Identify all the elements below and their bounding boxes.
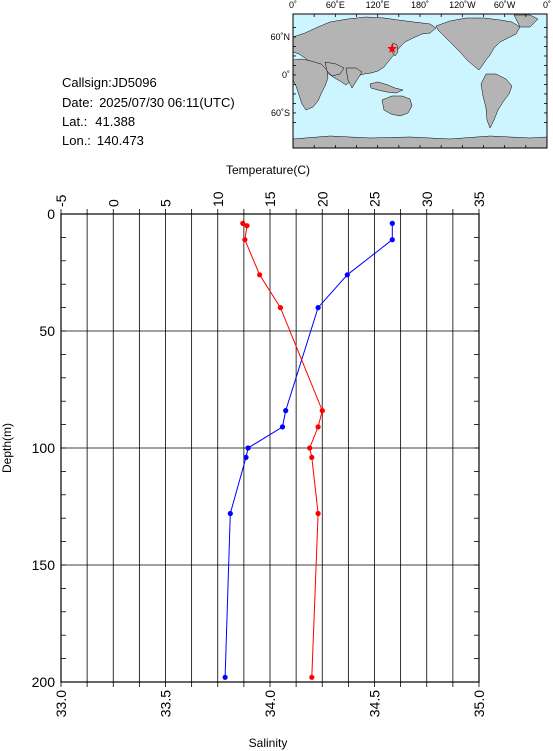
- salinity-tick-label: 34.0: [262, 690, 278, 717]
- depth-tick-label: 0: [47, 206, 55, 222]
- world-map-inset: 0˚ 60˚E 120˚E 180˚ 120˚W 60˚W 0˚ 60˚N 0˚ 60˚S: [270, 0, 551, 149]
- temperature-tick-label: 20: [314, 191, 330, 207]
- salinity-point: [319, 408, 325, 414]
- depth-tick-label: 150: [32, 557, 56, 573]
- salinity-tick-label: 33.5: [158, 690, 174, 717]
- temperature-tick-label: 25: [367, 191, 383, 207]
- salinity-tick-label: 33.0: [53, 690, 69, 717]
- temperature-point: [279, 424, 286, 430]
- salinity-tick-label: 34.5: [367, 690, 383, 717]
- salinity-point: [257, 272, 263, 278]
- temperature-point: [283, 408, 289, 414]
- map-land: [292, 14, 548, 149]
- salinity-point: [240, 220, 246, 226]
- salinity-axis-label: Salinity: [249, 736, 288, 750]
- depth-axis-label: Depth(m): [0, 423, 14, 473]
- temperature-tick-label: 30: [419, 191, 435, 207]
- temperature-point: [389, 237, 395, 243]
- temperature-tick-label: 15: [262, 191, 278, 207]
- temperature-point: [389, 220, 395, 226]
- temperature-tick-label: -5: [53, 194, 69, 207]
- temperature-point: [315, 305, 321, 311]
- lat-line: Lat.: 41.388: [62, 114, 135, 129]
- temperature-point: [243, 454, 249, 460]
- plot-frame: [60, 213, 480, 683]
- map-longitude-label: 60˚W: [494, 0, 516, 10]
- callsign-line: Callsign:JD5096: [62, 75, 157, 90]
- land-south-america: [480, 73, 513, 129]
- land-indonesia: [369, 81, 404, 94]
- depth-tick-label: 50: [39, 323, 55, 339]
- horizontal-gridlines: [61, 330, 479, 566]
- salinity-point: [309, 674, 315, 680]
- map-longitude-label: 0˚: [543, 0, 551, 10]
- temperature-tick-labels: -5 0 5 10 15 20 25 30 35: [53, 191, 487, 207]
- temperature-axis-label: Temperature(C): [226, 163, 310, 177]
- temperature-point: [222, 674, 228, 680]
- salinity-tick-labels: 33.0 33.5 34.0 34.5 35.0: [53, 690, 487, 717]
- salinity-tick-label: 35.0: [471, 690, 487, 717]
- depth-tick-label: 100: [32, 440, 56, 456]
- land-australia: [381, 95, 413, 117]
- land-india: [345, 67, 363, 89]
- temperature-tick-label: 5: [158, 199, 174, 207]
- depth-tick-labels: 0 50 100 150 200: [32, 206, 56, 690]
- map-longitude-label: 120˚W: [449, 0, 476, 10]
- map-latitude-label: 60˚N: [270, 32, 290, 42]
- map-frame-ticks: [292, 14, 548, 148]
- land-arabia: [324, 61, 345, 77]
- data-series: [222, 220, 395, 680]
- salinity-point: [315, 510, 321, 517]
- lon-line: Lon.: 140.473: [62, 133, 144, 148]
- map-longitude-label: 120˚E: [366, 0, 390, 10]
- salinity-point: [309, 454, 315, 460]
- temperature-point: [344, 272, 350, 278]
- salinity-point: [242, 237, 248, 243]
- map-latitude-labels: 60˚N 0˚ 60˚S: [270, 32, 290, 118]
- temperature-tick-label: 10: [210, 191, 226, 207]
- land-greenland: [513, 14, 539, 28]
- temperature-point: [227, 510, 233, 517]
- map-longitude-labels: 0˚ 60˚E 120˚E 180˚ 120˚W 60˚W 0˚: [289, 0, 551, 10]
- temperature-point: [245, 445, 251, 451]
- land-africa: [292, 58, 329, 111]
- map-longitude-label: 180˚: [411, 0, 429, 10]
- map-longitude-label: 0˚: [289, 0, 297, 10]
- map-longitude-label: 60˚E: [326, 0, 345, 10]
- salinity-point: [315, 424, 321, 430]
- map-latitude-label: 0˚: [282, 70, 290, 80]
- depth-tick-label: 200: [32, 674, 56, 690]
- date-line: Date: 2025/07/30 06:11(UTC): [62, 95, 235, 110]
- land-north-america: [435, 17, 521, 71]
- station-marker-icon: [387, 43, 398, 53]
- salinity-point: [244, 223, 250, 229]
- temperature-line: [224, 223, 393, 678]
- profile-plot: -5 0 5 10 15 20 25 30 35 33.0 33.5 34.0 34.5 35.0 05…: [0, 163, 487, 750]
- map-latitude-label: 60˚S: [271, 108, 290, 118]
- temperature-tick-label: 35: [471, 191, 487, 207]
- temperature-tick-label: 0: [105, 199, 121, 207]
- station-info: Callsign:JD5096 Date: 2025/07/30 06:11(UT…: [62, 75, 235, 148]
- salinity-point: [307, 445, 313, 451]
- salinity-point: [277, 305, 283, 311]
